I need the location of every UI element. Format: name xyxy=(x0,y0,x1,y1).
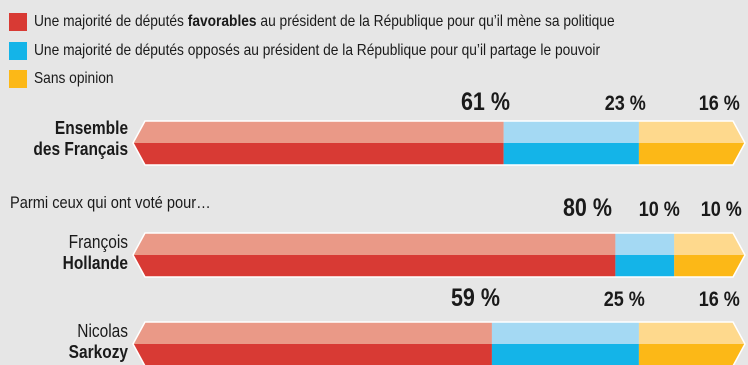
bar-segment-front-face xyxy=(503,143,639,165)
bar-segment-2-0 xyxy=(133,322,492,365)
legend-swatch xyxy=(9,70,27,88)
bar-outline xyxy=(132,321,746,365)
value-label: 80 % xyxy=(562,194,612,222)
bar-segment-top-face xyxy=(615,233,675,255)
bar-outline xyxy=(132,120,746,166)
bar-segment-front-face xyxy=(638,143,745,165)
category-label-sarkozy: Nicolas Sarkozy xyxy=(68,321,128,362)
bar-segment-top-face xyxy=(133,322,492,344)
legend-item-favorables: Une majorité de députés favorables au pr… xyxy=(9,11,709,33)
bar-segment-front-face xyxy=(133,255,616,277)
legend-swatch xyxy=(9,13,27,31)
value-label: 25 % xyxy=(603,288,645,311)
bar-segment-top-face xyxy=(491,322,639,344)
value-label: 23 % xyxy=(604,92,646,115)
bar-segment-front-face xyxy=(491,344,639,365)
bar-segment-2-1 xyxy=(491,322,639,365)
bar-segment-1-1 xyxy=(615,233,675,277)
bar-segment-front-face xyxy=(615,255,675,277)
legend-label: Une majorité de députés opposés au prési… xyxy=(34,42,601,59)
bar-segment-top-face xyxy=(503,121,639,143)
legend-label: Une majorité de députés favorables au pr… xyxy=(34,13,615,30)
legend-item-opposes: Une majorité de députés opposés au prési… xyxy=(9,40,692,62)
bar-segment-front-face xyxy=(674,255,745,277)
bar-segment-0-2 xyxy=(638,121,745,165)
bar-segment-2-2 xyxy=(638,322,745,365)
bar-segment-top-face xyxy=(638,322,745,344)
bar-segment-top-face xyxy=(133,233,616,255)
value-label: 61 % xyxy=(460,88,510,116)
value-label: 10 % xyxy=(700,198,742,221)
bar-segment-top-face xyxy=(133,121,504,143)
subheading: Parmi ceux qui ont voté pour… xyxy=(10,193,211,212)
bar-segment-front-face xyxy=(638,344,745,365)
category-label-hollande: François Hollande xyxy=(62,232,128,273)
legend-swatch xyxy=(9,42,27,60)
category-label-ensemble: Ensemble des Français xyxy=(33,118,128,159)
bar-segment-front-face xyxy=(133,143,504,165)
bar-outline xyxy=(132,232,746,278)
bar-segment-0-1 xyxy=(503,121,639,165)
value-label: 59 % xyxy=(450,284,500,312)
bar-segment-front-face xyxy=(133,344,492,365)
bar-segment-0-0 xyxy=(133,121,504,165)
legend-label: Sans opinion xyxy=(34,70,114,87)
value-label: 16 % xyxy=(698,92,740,115)
value-label: 10 % xyxy=(638,198,680,221)
bar-segment-top-face xyxy=(674,233,745,255)
bar-segment-1-0 xyxy=(133,233,616,277)
legend-item-sans-opinion: Sans opinion xyxy=(9,68,127,90)
value-label: 16 % xyxy=(698,288,740,311)
bar-segment-1-2 xyxy=(674,233,745,277)
bar-segment-top-face xyxy=(638,121,745,143)
